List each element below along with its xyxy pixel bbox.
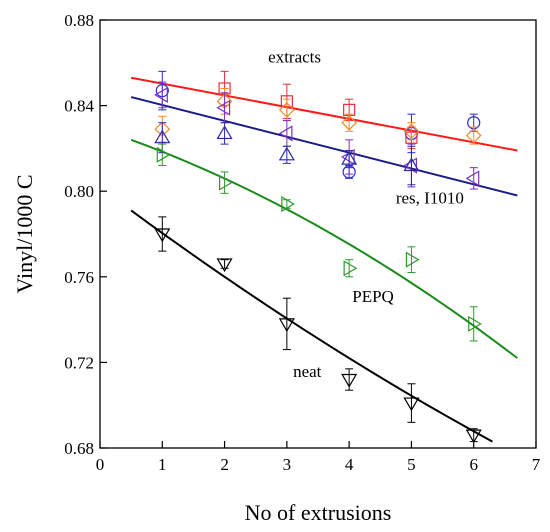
marker-diamond <box>341 114 357 131</box>
marker-triangle-right <box>343 260 358 277</box>
y-tick-label: 0.76 <box>64 268 94 287</box>
marker-triangle-left <box>216 99 231 116</box>
marker-triangle-down <box>403 397 420 412</box>
x-axis-ticks: 0 1 2 3 4 5 6 7 <box>96 441 541 474</box>
marker-triangle-right <box>405 251 420 268</box>
marker-triangle-right <box>156 146 171 163</box>
marker-triangle-left <box>403 157 418 174</box>
y-tick-label: 0.84 <box>64 97 94 116</box>
x-tick-label: 6 <box>469 455 478 474</box>
y-tick-label: 0.72 <box>64 353 94 372</box>
fit-curve <box>130 138 518 359</box>
marker-triangle-down <box>154 228 171 243</box>
x-tick-label: 2 <box>220 455 229 474</box>
marker-triangle-up <box>403 157 420 172</box>
marker-triangle-down <box>216 258 233 273</box>
x-tick-label: 7 <box>532 455 541 474</box>
marker-triangle-left <box>154 86 168 103</box>
fit-curve <box>130 76 518 152</box>
marker-triangle-left <box>278 125 293 142</box>
marker-triangle-up <box>341 150 358 165</box>
marker-triangle-right <box>281 195 296 213</box>
x-tick-label: 3 <box>283 455 292 474</box>
annotation-label: extracts <box>268 47 321 66</box>
marker-triangle-up <box>278 146 295 161</box>
x-tick-label: 4 <box>345 455 354 474</box>
marker-triangle-right <box>218 174 233 191</box>
annotation-label: res, I1010 <box>396 189 464 208</box>
annotation-label: PEPQ <box>352 287 394 306</box>
marker-triangle-up <box>154 129 171 144</box>
plot-frame <box>99 19 537 449</box>
x-tick-label: 0 <box>96 455 105 474</box>
marker-triangle-down <box>465 429 482 444</box>
marker-triangle-left <box>465 170 480 187</box>
fit-curve <box>130 96 518 197</box>
y-axis-label: Vinyl/1000 C <box>12 174 37 293</box>
y-tick-label: 0.88 <box>64 11 94 30</box>
marker-triangle-right <box>468 315 482 332</box>
annotation-label: neat <box>293 362 322 381</box>
y-axis-ticks: 0.68 0.72 0.76 0.80 0.84 0.88 <box>64 11 107 458</box>
marker-triangle-down <box>278 318 295 333</box>
data-points <box>154 70 482 444</box>
x-tick-label: 1 <box>158 455 167 474</box>
fit-curve <box>130 209 493 443</box>
marker-triangle-down <box>341 373 358 388</box>
annotations: extracts res, I1010 PEPQ neat <box>268 47 464 381</box>
marker-diamond <box>465 127 482 144</box>
y-tick-label: 0.80 <box>64 182 94 201</box>
x-tick-label: 5 <box>407 455 416 474</box>
x-axis-label: No of extrusions <box>245 500 392 525</box>
marker-triangle-up <box>216 125 233 140</box>
y-tick-label: 0.68 <box>64 439 94 458</box>
marker-diamond <box>403 123 420 140</box>
marker-diamond <box>279 102 295 118</box>
fit-curves <box>130 76 518 443</box>
